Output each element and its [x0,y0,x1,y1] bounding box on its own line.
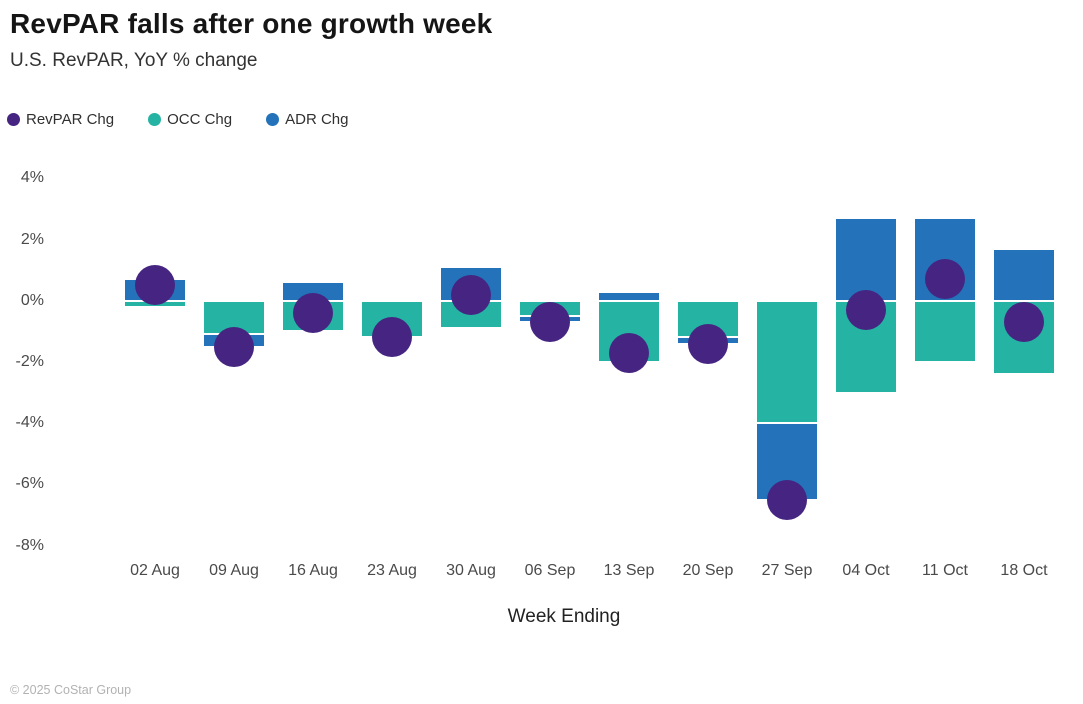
x-axis-tick-label: 02 Aug [130,562,180,579]
bar-segment-adr [835,218,897,301]
bar-segment-adr [993,248,1055,301]
x-axis-tick-label: 23 Aug [367,562,417,579]
y-axis-tick-label: 4% [20,169,44,187]
y-axis-tick-label: -4% [15,414,44,432]
chart-subtitle: U.S. RevPAR, YoY % change [10,50,258,71]
bar-segment-adr [598,291,660,301]
revpar-point [293,292,333,333]
x-axis-tick-label: 09 Aug [209,562,259,579]
legend-item-adr: ADR Chg [266,111,348,128]
x-axis-tick-label: 16 Aug [288,562,338,579]
legend-marker-revpar-icon [7,113,20,126]
revpar-point [135,265,175,306]
legend-label-adr: ADR Chg [285,111,349,128]
revpar-point [451,274,491,315]
plot-area: 4% 2% 0% -2% -4% -6% -8% [0,160,1083,570]
revpar-point [609,332,649,373]
bar-segment-occ [914,300,976,362]
bar-segment-occ [756,300,818,424]
x-axis-tick-label: 13 Sep [603,562,655,579]
x-axis-tick-label: 30 Aug [446,562,496,579]
revpar-point [372,317,412,358]
revpar-point [925,259,965,300]
x-axis: 02 Aug 09 Aug 16 Aug 23 Aug 30 Aug 06 Sep 13 S… [0,561,1083,583]
x-axis-tick-label: 11 Oct [922,562,968,579]
legend-label-revpar: RevPAR Chg [26,111,115,128]
x-axis-tick-label: 04 Oct [842,562,890,579]
legend-label-occ: OCC Chg [167,111,233,128]
x-axis-tick-label: 06 Sep [524,562,576,579]
legend-item-revpar: RevPAR Chg [7,111,114,128]
legend: RevPAR Chg OCC Chg ADR Chg [7,111,382,128]
revpar-point [1004,302,1044,343]
revpar-point [688,323,728,364]
y-axis-tick-label: -6% [15,475,44,493]
x-axis-tick-label: 20 Sep [682,562,734,579]
x-axis-title: Week Ending [507,606,621,627]
revpar-point [214,326,254,367]
y-axis-tick-label: 2% [20,230,44,248]
y-axis-tick-label: -2% [15,352,44,370]
x-axis-tick-label: 18 Oct [1000,562,1048,579]
revpar-point [846,289,886,330]
y-axis-tick-label: -8% [15,536,44,554]
y-axis-tick-label: 0% [20,291,44,309]
revpar-point [530,302,570,343]
copyright: © 2025 CoStar Group [10,683,132,697]
chart-title: RevPAR falls after one growth week [10,8,493,39]
legend-marker-occ-icon [148,113,162,126]
legend-marker-adr-icon [266,113,280,126]
legend-item-occ: OCC Chg [148,111,232,128]
revpar-point [767,479,807,520]
x-axis-tick-label: 27 Sep [761,562,813,579]
